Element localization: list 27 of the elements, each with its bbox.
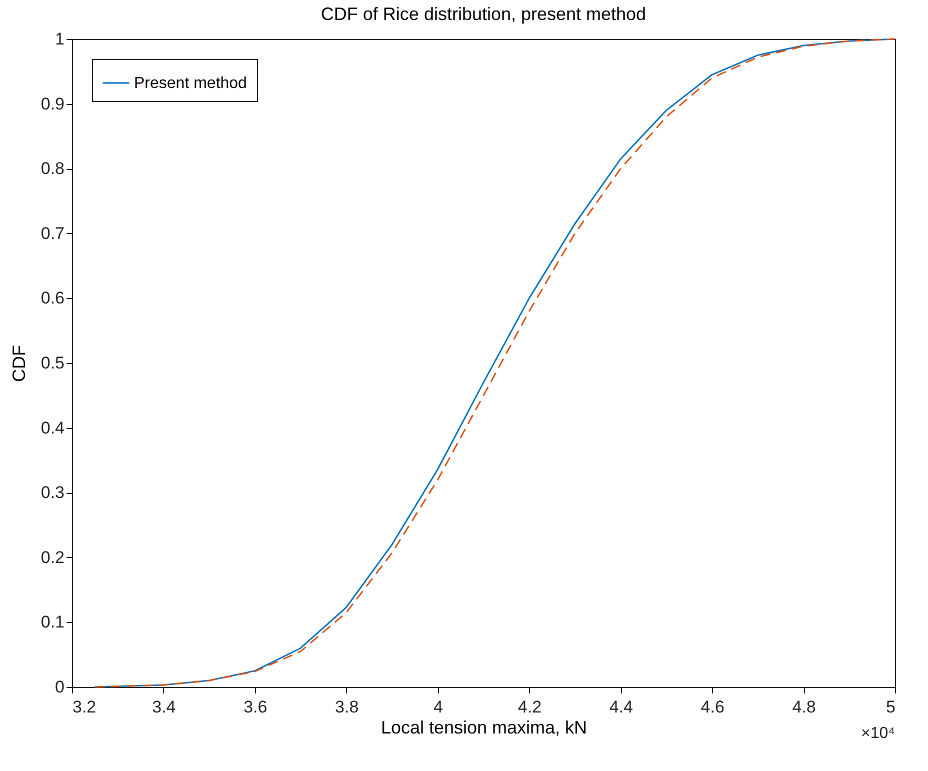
y-tick-label: 0.6 [40, 288, 64, 308]
chart-title: CDF of Rice distribution, present method [320, 4, 646, 24]
x-axis-title: Local tension maxima, kN [380, 718, 588, 738]
legend-label: Present method [134, 75, 247, 92]
x-tick-label: 3.4 [152, 698, 176, 716]
x-tick-label: 4.4 [609, 698, 633, 716]
y-tick-label: 0.9 [40, 94, 64, 114]
y-tick-label: 0.7 [40, 224, 64, 243]
y-tick-label: 0.3 [40, 483, 64, 502]
x-tick-label: 4.8 [792, 698, 816, 716]
text: ×10⁴ [860, 725, 896, 742]
y-tick-label: 0.4 [40, 418, 64, 438]
x-tick-label: 4.2 [518, 698, 542, 716]
x-tick-label: 3.8 [335, 698, 359, 716]
x-tick-label: 4.6 [700, 698, 724, 716]
y-tick-label: 0.5 [40, 354, 64, 372]
x-tick-label: 3.6 [244, 698, 268, 716]
x-tick-label: 4 [434, 698, 444, 716]
x-tick-label: 5 [886, 698, 896, 716]
line-series [94, 38, 896, 688]
x-tick-label: 3.2 [72, 698, 96, 716]
y-tick-label: 0.2 [40, 548, 64, 567]
y-tick-label: 0.8 [40, 159, 64, 178]
y-tick-label: 0 [55, 678, 64, 696]
y-tick-label: 0.1 [40, 612, 64, 632]
y-tick-label: 1 [55, 30, 64, 48]
y-axis-title: CDF [8, 345, 29, 382]
